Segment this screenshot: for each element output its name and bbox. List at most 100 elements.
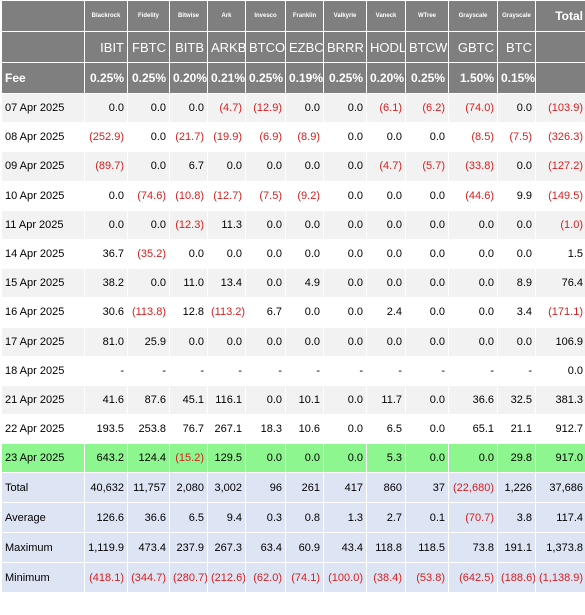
flow-value: -	[323, 355, 367, 386]
flow-value: 0.0	[323, 443, 367, 474]
table-row: 11 Apr 2025 0.0 0.0 (12.3) 11.3 0.0 0.0 0.0 0.0 0…	[1, 209, 585, 240]
flow-value: (12.7)	[207, 180, 246, 211]
flow-value: 32.5	[497, 384, 536, 416]
flow-value: 0.0	[285, 326, 324, 357]
issuer-name: Vaneck	[366, 0, 406, 32]
flow-value: -	[127, 355, 170, 386]
flow-value: -	[405, 355, 449, 386]
fee-value: 0.25%	[405, 62, 449, 94]
row-date: 16 Apr 2025	[1, 297, 85, 328]
flow-value: (113.8)	[127, 297, 170, 328]
summary-label: Maximum	[1, 532, 85, 564]
ticker-name: ARKB	[207, 31, 246, 63]
ticker-name: BTCO	[245, 31, 286, 63]
flow-value: 0.0	[497, 209, 536, 240]
flow-value: -	[245, 355, 286, 386]
flow-value: 0.0	[405, 297, 449, 328]
flow-value: 11.0	[169, 268, 208, 299]
total-header: Total	[535, 0, 585, 32]
summary-value: (188.6)	[497, 562, 536, 594]
table-row: 16 Apr 2025 30.6 (113.8) 12.8 (113.2) 6.7 0.0 0…	[1, 297, 585, 328]
flow-value: -	[84, 355, 128, 386]
flow-value: 0.0	[323, 92, 367, 124]
flow-value: 11.7	[366, 384, 406, 416]
flow-value: 0.0	[448, 443, 498, 474]
flow-value: 29.8	[497, 443, 536, 474]
flow-value: 0.0	[84, 209, 128, 240]
flow-value: (12.3)	[169, 209, 208, 240]
flow-value: (21.7)	[169, 122, 208, 153]
flow-value: 0.0	[84, 180, 128, 211]
flow-value: 0.0	[448, 238, 498, 270]
summary-value: (38.4)	[366, 562, 406, 594]
row-date: 09 Apr 2025	[1, 151, 85, 182]
summary-row-minimum: Minimum (418.1) (344.7) (280.7) (212.6) (62.0…	[1, 562, 585, 594]
summary-value: 63.4	[245, 532, 286, 564]
summary-label: Minimum	[1, 562, 85, 594]
flow-value: (4.7)	[366, 151, 406, 182]
summary-row-average: Average 126.6 36.6 6.5 9.4 0.3 0.8 1.3 2.7 0.1 (70…	[1, 502, 585, 534]
flow-value: 0.0	[285, 209, 324, 240]
flow-value: -	[285, 355, 324, 386]
flow-value: 0.0	[245, 443, 286, 474]
summary-value: 118.5	[405, 532, 449, 564]
flow-value: 0.0	[323, 180, 367, 211]
fee-value: 0.20%	[366, 62, 406, 94]
row-total: (326.3)	[535, 122, 585, 153]
ticker-name: EZBC	[285, 31, 324, 63]
table-summary: Total 40,632 11,757 2,080 3,002 96 261 417 860 37…	[1, 472, 585, 594]
issuer-name: WTree	[405, 0, 449, 32]
flow-value: (44.6)	[448, 180, 498, 211]
flow-value: 0.0	[323, 268, 367, 299]
table-row: 07 Apr 2025 0.0 0.0 0.0 (4.7) (12.9) 0.0 0.0 (6.…	[1, 92, 585, 124]
flow-value: 0.0	[127, 209, 170, 240]
flow-value: 0.0	[405, 443, 449, 474]
summary-value: (642.5)	[448, 562, 498, 594]
summary-total: 1,373.8	[535, 532, 585, 564]
summary-value: (418.1)	[84, 562, 128, 594]
fee-value: 0.25%	[323, 62, 367, 94]
flow-value: 0.0	[448, 326, 498, 357]
fee-value: 0.15%	[497, 62, 536, 94]
flow-value: 0.0	[497, 151, 536, 182]
summary-value: 1,119.9	[84, 532, 128, 564]
flow-value: 0.0	[169, 326, 208, 357]
flow-value: -	[169, 355, 208, 386]
summary-value: 96	[245, 472, 286, 504]
summary-label: Average	[1, 502, 85, 534]
summary-value: 3.8	[497, 502, 536, 534]
flow-value: 10.6	[285, 414, 324, 445]
table-row: 17 Apr 2025 81.0 25.9 0.0 0.0 0.0 0.0 0.0 0.0 0.0…	[1, 326, 585, 357]
flow-value: 30.6	[84, 297, 128, 328]
flow-value: 0.0	[497, 238, 536, 270]
flow-value: 6.5	[366, 414, 406, 445]
row-date: 22 Apr 2025	[1, 414, 85, 445]
flow-value: 0.0	[323, 122, 367, 153]
flow-value: 65.1	[448, 414, 498, 445]
summary-value: 417	[323, 472, 367, 504]
flow-value: 129.5	[207, 443, 246, 474]
flow-value: 0.0	[84, 92, 128, 124]
flow-value: 0.0	[323, 238, 367, 270]
flow-value: (6.9)	[245, 122, 286, 153]
summary-value: 9.4	[207, 502, 246, 534]
summary-value: 3,002	[207, 472, 246, 504]
flow-value: 0.0	[127, 122, 170, 153]
flow-value: 0.0	[405, 326, 449, 357]
summary-value: (212.6)	[207, 562, 246, 594]
flow-value: 0.0	[127, 151, 170, 182]
flow-value: 11.3	[207, 209, 246, 240]
flow-value: 0.0	[323, 209, 367, 240]
issuer-name: Valkyrie	[323, 0, 367, 32]
flow-value: (5.7)	[405, 151, 449, 182]
flow-value: 116.1	[207, 384, 246, 416]
row-date: 07 Apr 2025	[1, 92, 85, 124]
issuer-name: Bitwise	[169, 0, 208, 32]
flow-value: 0.0	[207, 238, 246, 270]
flow-value: 0.0	[405, 268, 449, 299]
fee-row: Fee 0.25% 0.25% 0.20% 0.21% 0.25% 0.19% 0.25% 0.…	[1, 62, 585, 94]
ticker-name: BTCW	[405, 31, 449, 63]
fee-value: 0.20%	[169, 62, 208, 94]
ticker-row: IBIT FBTC BITB ARKB BTCO EZBC BRRR HODL BTCW GBTC…	[1, 31, 585, 63]
flow-value: 0.0	[448, 297, 498, 328]
